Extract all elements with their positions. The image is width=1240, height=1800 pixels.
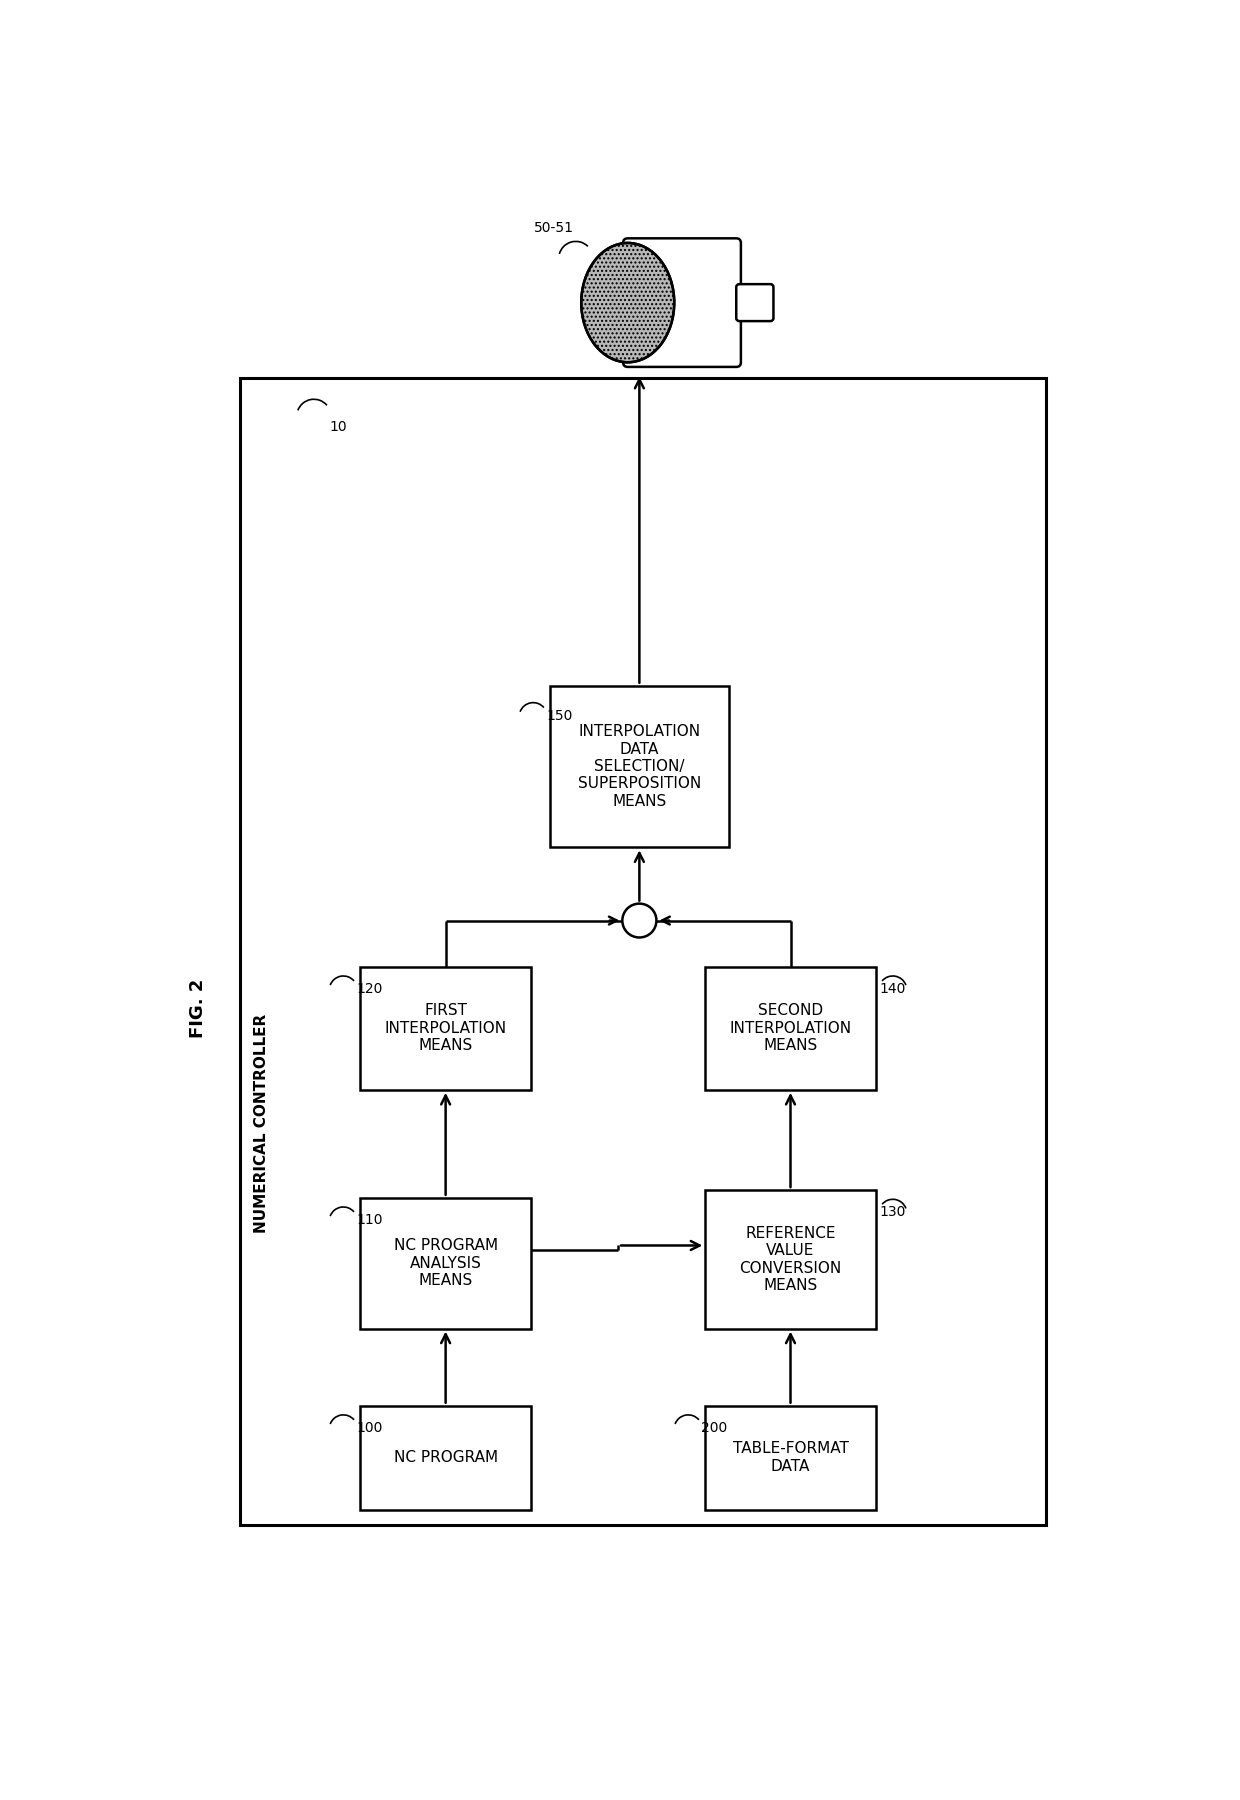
Bar [706, 1406, 875, 1510]
Text: 130: 130 [879, 1206, 906, 1219]
Text: INTERPOLATION
DATA
SELECTION/
SUPERPOSITION
MEANS: INTERPOLATION DATA SELECTION/ SUPERPOSIT… [578, 724, 701, 808]
Text: 110: 110 [357, 1213, 383, 1228]
Bar [361, 967, 531, 1091]
Text: NC PROGRAM: NC PROGRAM [393, 1451, 497, 1465]
Bar [241, 378, 1047, 1525]
Bar [361, 1197, 531, 1328]
Ellipse shape [582, 243, 675, 362]
Text: NC PROGRAM
ANALYSIS
MEANS: NC PROGRAM ANALYSIS MEANS [393, 1238, 497, 1289]
Text: 200: 200 [702, 1420, 728, 1435]
Text: 120: 120 [357, 983, 383, 995]
Text: 50-51: 50-51 [534, 221, 574, 236]
Text: NUMERICAL CONTROLLER: NUMERICAL CONTROLLER [254, 1013, 269, 1233]
Bar [551, 686, 729, 848]
Bar [706, 967, 875, 1091]
Circle shape [622, 904, 656, 938]
Bar [706, 1190, 875, 1328]
FancyBboxPatch shape [737, 284, 774, 320]
Text: 100: 100 [357, 1420, 383, 1435]
Text: 10: 10 [330, 419, 347, 434]
Text: REFERENCE
VALUE
CONVERSION
MEANS: REFERENCE VALUE CONVERSION MEANS [739, 1226, 842, 1292]
Text: SECOND
INTERPOLATION
MEANS: SECOND INTERPOLATION MEANS [729, 1003, 852, 1053]
Text: FIRST
INTERPOLATION
MEANS: FIRST INTERPOLATION MEANS [384, 1003, 507, 1053]
Text: TABLE-FORMAT
DATA: TABLE-FORMAT DATA [733, 1442, 848, 1474]
Text: 150: 150 [547, 709, 573, 724]
Bar [361, 1406, 531, 1510]
FancyBboxPatch shape [624, 238, 742, 367]
Text: 140: 140 [879, 983, 906, 995]
Text: FIG. 2: FIG. 2 [188, 979, 207, 1039]
